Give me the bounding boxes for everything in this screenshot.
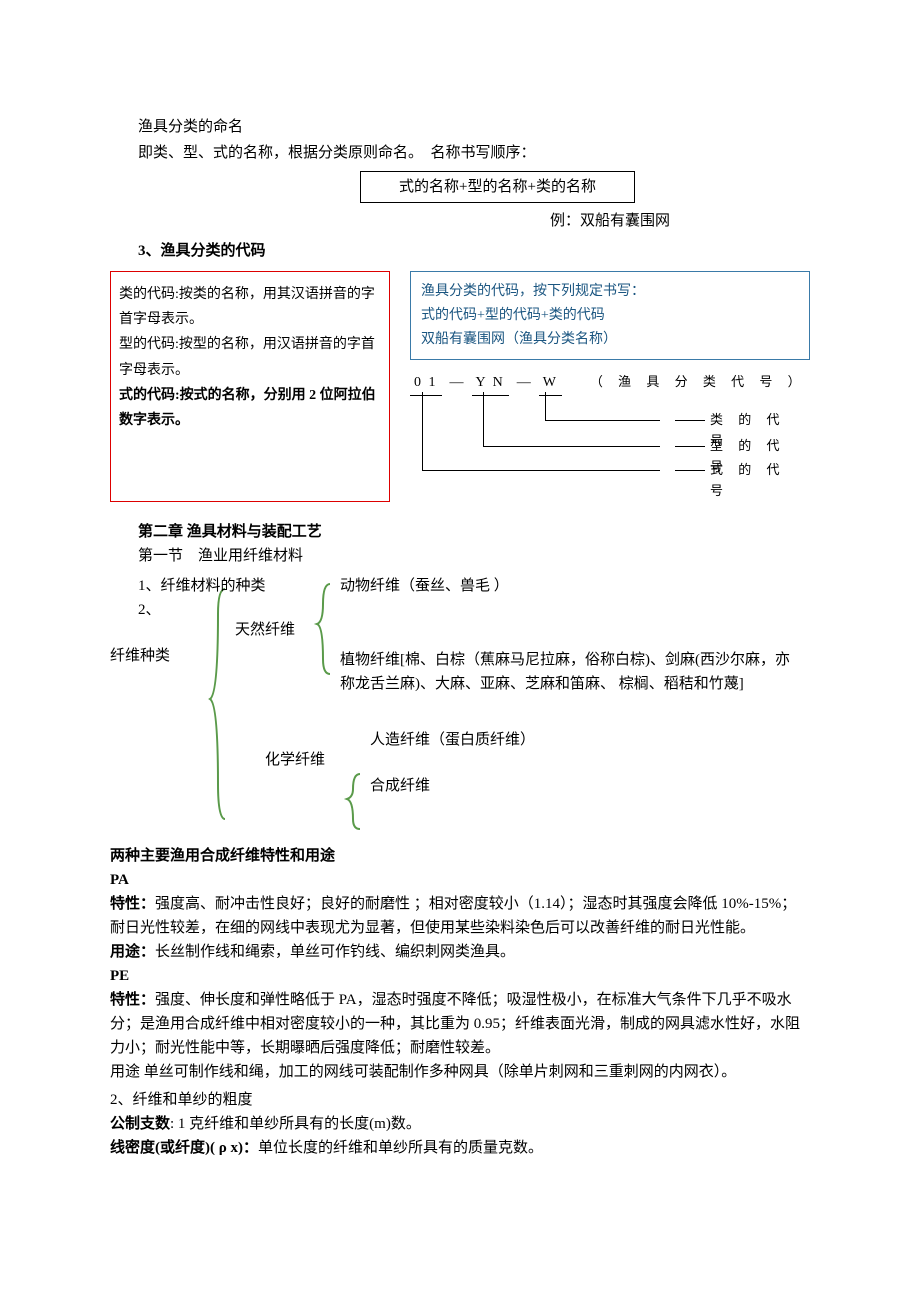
fiber-tree: 1、纤维材料的种类 动物纤维（蚕丝、兽毛 ） 2、 天然纤维 植物纤维[棉、白棕… xyxy=(110,574,810,844)
fiber-2-title: 2、纤维和单纱的粗度 xyxy=(110,1088,810,1112)
naming-desc: 即类、型、式的名称，根据分类原则命名。 名称书写顺序： xyxy=(110,141,810,165)
branch-synthetic: 合成纤维 xyxy=(370,774,810,798)
redbox-line-2: 型的代码:按型的名称，用汉语拼音的字首字母表示。 xyxy=(119,332,381,382)
section-1-title: 第一节 渔业用纤维材料 xyxy=(110,544,810,568)
synth-title: 两种主要渔用合成纤维特性和用途 xyxy=(110,844,810,868)
pe-label: PE xyxy=(110,964,810,988)
blue-code-box: 渔具分类的代码，按下列规定书写： 式的代码+型的代码+类的代码 双船有囊围网（渔… xyxy=(410,271,810,360)
pa-label: PA xyxy=(110,868,810,892)
branch-natural: 天然纤维 xyxy=(235,618,810,642)
redbox-line-3: 式的代码:按式的名称，分别用 2 位阿拉伯数字表示。 xyxy=(119,383,381,433)
metric-count: 公制支数: 1 克纤维和单纱所具有的长度(m)数。 xyxy=(110,1112,810,1136)
pa-usage: 用途：长丝制作线和绳索，单丝可作钓线、编织刺网类渔具。 xyxy=(110,940,810,964)
diagram-style-label: 式 的 代 号 xyxy=(710,460,810,502)
red-code-box: 类的代码:按类的名称，用其汉语拼音的字首字母表示。 型的代码:按型的名称，用汉语… xyxy=(110,271,390,502)
code-diagram: 0 1 — Y N — W （ 渔 具 分 类 代 号 ） 类 的 代 号 型 … xyxy=(410,372,810,502)
formula-box: 式的名称+型的名称+类的名称 xyxy=(360,171,635,203)
branch-animal: 动物纤维（蚕丝、兽毛 ） xyxy=(340,574,509,598)
bluebox-line-3: 双船有囊围网（渔具分类名称） xyxy=(421,328,799,352)
chapter-2-title: 第二章 渔具材料与装配工艺 xyxy=(110,520,810,544)
branch-plant: 植物纤维[棉、白棕（蕉麻马尼拉麻，俗称白棕)、剑麻(西沙尔麻，亦称龙舌兰麻)、大… xyxy=(340,648,790,696)
bluebox-line-1: 渔具分类的代码，按下列规定书写： xyxy=(421,280,799,304)
line-density: 线密度(或纤度)( ρ x)：单位长度的纤维和单纱所具有的质量克数。 xyxy=(110,1136,810,1160)
pe-properties: 特性：强度、伸长度和弹性略低于 PA，湿态时强度不降低；吸湿性极小，在标准大气条… xyxy=(110,988,810,1060)
diagram-main-label: （ 渔 具 分 类 代 号 ） xyxy=(590,372,807,393)
pa-properties: 特性：强度高、耐冲击性良好；良好的耐磨性 ；相对密度较小（1.14）；湿态时其强… xyxy=(110,892,810,940)
bluebox-line-2: 式的代码+型的代码+类的代码 xyxy=(421,304,799,328)
pe-usage: 用途 单丝可制作线和绳，加工的网线可装配制作多种网具（除单片刺网和三重刺网的内网… xyxy=(110,1060,810,1084)
example-text: 例：双船有囊围网 xyxy=(410,209,810,233)
naming-title: 渔具分类的命名 xyxy=(110,115,810,139)
section-3-title: 3、渔具分类的代码 xyxy=(110,239,810,263)
item-1: 1、纤维材料的种类 xyxy=(110,574,310,598)
redbox-line-1: 类的代码:按类的名称，用其汉语拼音的字首字母表示。 xyxy=(119,282,381,332)
branch-chemical: 化学纤维 xyxy=(265,748,810,772)
